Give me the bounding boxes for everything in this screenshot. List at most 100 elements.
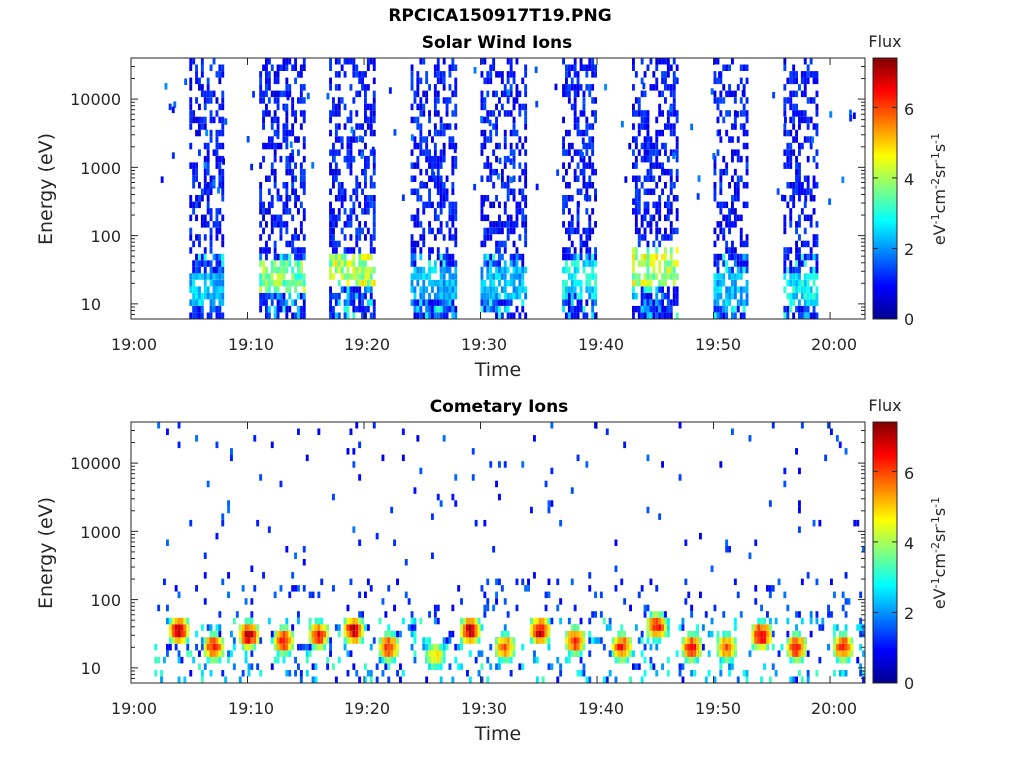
heatmap-cell: [533, 637, 536, 644]
heatmap-cell: [285, 155, 289, 163]
heatmap-cell: [646, 279, 650, 287]
heatmap-cell: [241, 585, 245, 592]
heatmap-cell: [562, 253, 565, 261]
heatmap-cell: [361, 266, 364, 274]
heatmap-cell: [678, 422, 682, 429]
heatmap-cell: [573, 253, 577, 261]
heatmap-cell: [454, 84, 458, 91]
heatmap-cell: [291, 175, 295, 182]
heatmap-cell: [503, 273, 507, 280]
heatmap-cell: [206, 650, 210, 657]
heatmap-cell: [326, 624, 330, 631]
heatmap-cell: [649, 292, 653, 300]
heatmap-cell: [498, 157, 502, 165]
heatmap-cell: [259, 260, 263, 267]
heatmap-cell: [358, 292, 362, 300]
heatmap-cell: [783, 129, 787, 137]
heatmap-cell: [789, 247, 793, 254]
heatmap-cell: [696, 650, 699, 657]
colorbar-title: Flux: [868, 396, 901, 415]
heatmap-cell: [442, 188, 446, 195]
heatmap-cell: [803, 643, 807, 651]
heatmap-cell: [646, 64, 650, 71]
heatmap-cell: [381, 637, 385, 644]
heatmap-cell: [739, 214, 743, 222]
heatmap-cell: [297, 305, 300, 313]
heatmap-cell: [800, 617, 804, 625]
heatmap-cell: [355, 422, 359, 429]
heatmap-cell: [733, 247, 737, 254]
heatmap-cell: [757, 637, 761, 644]
heatmap-cell: [205, 129, 209, 137]
heatmap-cell: [448, 305, 452, 313]
heatmap-cell: [716, 650, 720, 657]
heatmap-cell: [416, 273, 420, 280]
heatmap-cell: [684, 656, 688, 664]
heatmap-cell: [329, 149, 332, 156]
heatmap-cell: [454, 260, 458, 267]
heatmap-cell: [480, 650, 484, 657]
heatmap-cell: [506, 221, 510, 228]
heatmap-cell: [591, 227, 595, 235]
heatmap-cell: [259, 305, 263, 313]
heatmap-cell: [844, 572, 848, 579]
heatmap-cell: [203, 103, 207, 111]
heatmap-cell: [500, 103, 504, 111]
heatmap-cell: [299, 292, 303, 300]
heatmap-cell: [672, 182, 676, 189]
heatmap-cell: [221, 240, 225, 248]
heatmap-cell: [492, 299, 496, 306]
heatmap-cell: [203, 279, 207, 287]
heatmap-cell: [728, 208, 731, 215]
heatmap-cell: [544, 591, 548, 599]
heatmap-cell: [436, 155, 440, 163]
heatmap-cell: [666, 214, 670, 222]
heatmap-cell: [792, 90, 796, 98]
heatmap-cell: [862, 624, 865, 631]
heatmap-cell: [433, 155, 437, 163]
heatmap-cell: [713, 182, 717, 189]
plot-frame: [130, 421, 866, 684]
heatmap-cell: [413, 630, 417, 638]
heatmap-cell: [329, 188, 332, 195]
heatmap-cell: [809, 292, 813, 300]
heatmap-cell: [503, 142, 507, 150]
heatmap-cell: [224, 676, 228, 683]
heatmap-cell: [512, 312, 516, 319]
heatmap-cell: [591, 637, 595, 644]
heatmap-cell: [326, 637, 330, 644]
heatmap-cell: [678, 663, 682, 670]
heatmap-cell: [562, 208, 565, 215]
heatmap-cell: [509, 650, 513, 657]
heatmap-cell: [573, 64, 577, 71]
heatmap-cell: [798, 188, 801, 195]
heatmap-cell: [282, 630, 286, 638]
heatmap-cell: [509, 142, 513, 150]
heatmap-cell: [524, 168, 528, 176]
heatmap-cell: [285, 77, 289, 85]
heatmap-cell: [282, 64, 286, 71]
heatmap-cell: [285, 312, 289, 319]
heatmap-cell: [413, 247, 417, 254]
heatmap-cell: [503, 129, 507, 137]
heatmap-cell: [401, 428, 405, 435]
heatmap-cell: [815, 273, 819, 280]
heatmap-cell: [425, 273, 429, 280]
heatmap-cell: [270, 273, 274, 280]
heatmap-cell: [355, 266, 359, 274]
heatmap-cell: [643, 188, 647, 195]
heatmap-cell: [215, 292, 219, 300]
heatmap-cell: [445, 312, 449, 319]
heatmap-cell: [221, 637, 225, 644]
heatmap-cell: [733, 312, 737, 319]
heatmap-cell: [288, 650, 292, 657]
heatmap-cell: [713, 279, 717, 287]
heatmap-cell: [570, 142, 574, 150]
heatmap-cell: [719, 663, 723, 670]
heatmap-cell: [800, 240, 804, 248]
y-tick-label: 10: [81, 295, 101, 314]
heatmap-cell: [739, 292, 743, 300]
heatmap-cell: [809, 273, 813, 280]
heatmap-cell: [672, 71, 676, 78]
heatmap-cell: [451, 208, 455, 215]
